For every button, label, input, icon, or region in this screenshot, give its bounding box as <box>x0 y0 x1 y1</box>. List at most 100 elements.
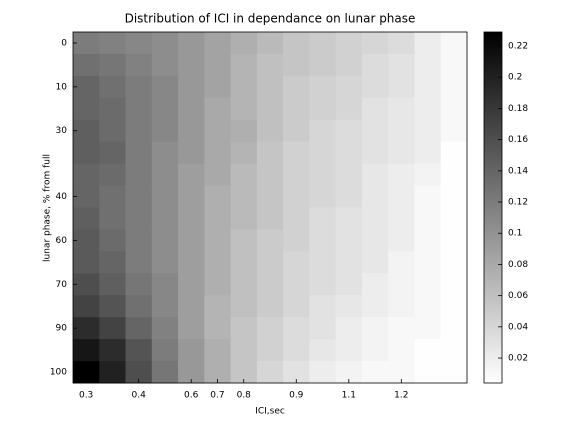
heatmap-cell <box>230 251 258 274</box>
heatmap-cell <box>99 97 127 121</box>
heatmap-cell <box>99 75 127 99</box>
heatmap-cell <box>151 141 179 165</box>
heatmap-cell <box>256 163 284 187</box>
heatmap-cell <box>99 273 127 296</box>
heatmap-cell <box>125 75 153 99</box>
heatmap-cell <box>73 185 100 208</box>
heatmap-cell <box>361 207 389 230</box>
heatmap-cell <box>125 141 153 165</box>
y-tick-label: 0 <box>61 38 67 48</box>
x-tick-label: 0.9 <box>289 391 304 401</box>
heatmap-cell <box>178 339 205 362</box>
heatmap-cell <box>335 317 363 340</box>
heatmap-cell <box>256 361 284 384</box>
heatmap-cell <box>73 295 100 318</box>
heatmap-cell <box>283 141 310 165</box>
heatmap-cell <box>388 141 415 165</box>
heatmap-cell <box>178 141 205 165</box>
colorbar-tick-label: 0.14 <box>508 166 528 176</box>
heatmap-cell <box>151 361 179 384</box>
heatmap-cell <box>283 53 310 77</box>
heatmap-cell <box>388 53 415 77</box>
heatmap-cell <box>178 97 205 121</box>
heatmap-cell <box>309 317 337 340</box>
heatmap-cell <box>440 207 468 230</box>
heatmap-cell <box>361 53 389 77</box>
heatmap-cell <box>361 119 389 143</box>
heatmap-cell <box>388 185 415 208</box>
heatmap-cell <box>283 119 310 143</box>
heatmap-cell <box>178 185 205 208</box>
heatmap-cell <box>125 339 153 362</box>
heatmap-cell <box>414 32 442 55</box>
heatmap-cell <box>125 207 153 230</box>
heatmap-cell <box>125 229 153 252</box>
heatmap-cell <box>178 317 205 340</box>
heatmap-cell <box>151 97 179 121</box>
heatmap-cell <box>440 317 468 340</box>
heatmap-cell <box>335 185 363 208</box>
heatmap-cell <box>73 163 100 187</box>
heatmap-cell <box>73 207 100 230</box>
heatmap-cell <box>99 361 127 384</box>
heatmap-cell <box>204 361 232 384</box>
heatmap-cell <box>361 32 389 55</box>
heatmap-cell <box>335 339 363 362</box>
heatmap-cell <box>178 32 205 55</box>
heatmap-cell <box>230 119 258 143</box>
heatmap-cell <box>335 97 363 121</box>
heatmap-cell <box>440 361 468 384</box>
heatmap-cell <box>204 317 232 340</box>
heatmap-cell <box>99 251 127 274</box>
heatmap-cell <box>204 97 232 121</box>
heatmap-cell <box>230 339 258 362</box>
heatmap-cell <box>388 163 415 187</box>
heatmap-cell <box>99 229 127 252</box>
heatmap-cell <box>414 273 442 296</box>
heatmap-cell <box>309 207 337 230</box>
heatmap-cell <box>335 163 363 187</box>
heatmap-cell <box>309 32 337 55</box>
heatmap-cell <box>309 119 337 143</box>
heatmap-cell <box>230 97 258 121</box>
heatmap-cell <box>335 273 363 296</box>
heatmap-cell <box>73 97 100 121</box>
heatmap-cell <box>440 273 468 296</box>
heatmap-cell <box>204 32 232 55</box>
heatmap-cell <box>414 141 442 165</box>
heatmap-cell <box>178 251 205 274</box>
heatmap-cell <box>283 229 310 252</box>
heatmap-cell <box>361 339 389 362</box>
heatmap-cell <box>388 207 415 230</box>
y-axis-label: lunar phase, % from full <box>43 154 53 262</box>
heatmap-cell <box>361 361 389 384</box>
heatmap-cell <box>151 251 179 274</box>
heatmap-cell <box>151 53 179 77</box>
x-tick-label: 1.2 <box>394 391 408 401</box>
x-tick-label: 0.8 <box>237 391 252 401</box>
heatmap-cell <box>230 75 258 99</box>
heatmap-cell <box>388 339 415 362</box>
heatmap-cell <box>178 53 205 77</box>
heatmap-cell <box>388 317 415 340</box>
heatmap-cell <box>204 207 232 230</box>
heatmap-cell <box>256 75 284 99</box>
heatmap-cell <box>361 229 389 252</box>
heatmap-cell <box>230 141 258 165</box>
heatmap-cell <box>283 207 310 230</box>
heatmap-cell <box>73 141 100 165</box>
colorbar-tick-label: 0.22 <box>508 42 528 52</box>
heatmap-cell <box>335 75 363 99</box>
heatmap-cell <box>414 119 442 143</box>
heatmap-cell <box>309 361 337 384</box>
heatmap-cell <box>361 97 389 121</box>
heatmap-cell <box>361 75 389 99</box>
chart-title: Distribution of ICI in dependance on lun… <box>125 12 416 26</box>
heatmap-cell <box>99 185 127 208</box>
heatmap-cell <box>283 317 310 340</box>
heatmap-cell <box>204 251 232 274</box>
heatmap-cell <box>230 317 258 340</box>
heatmap-cell <box>283 361 310 384</box>
